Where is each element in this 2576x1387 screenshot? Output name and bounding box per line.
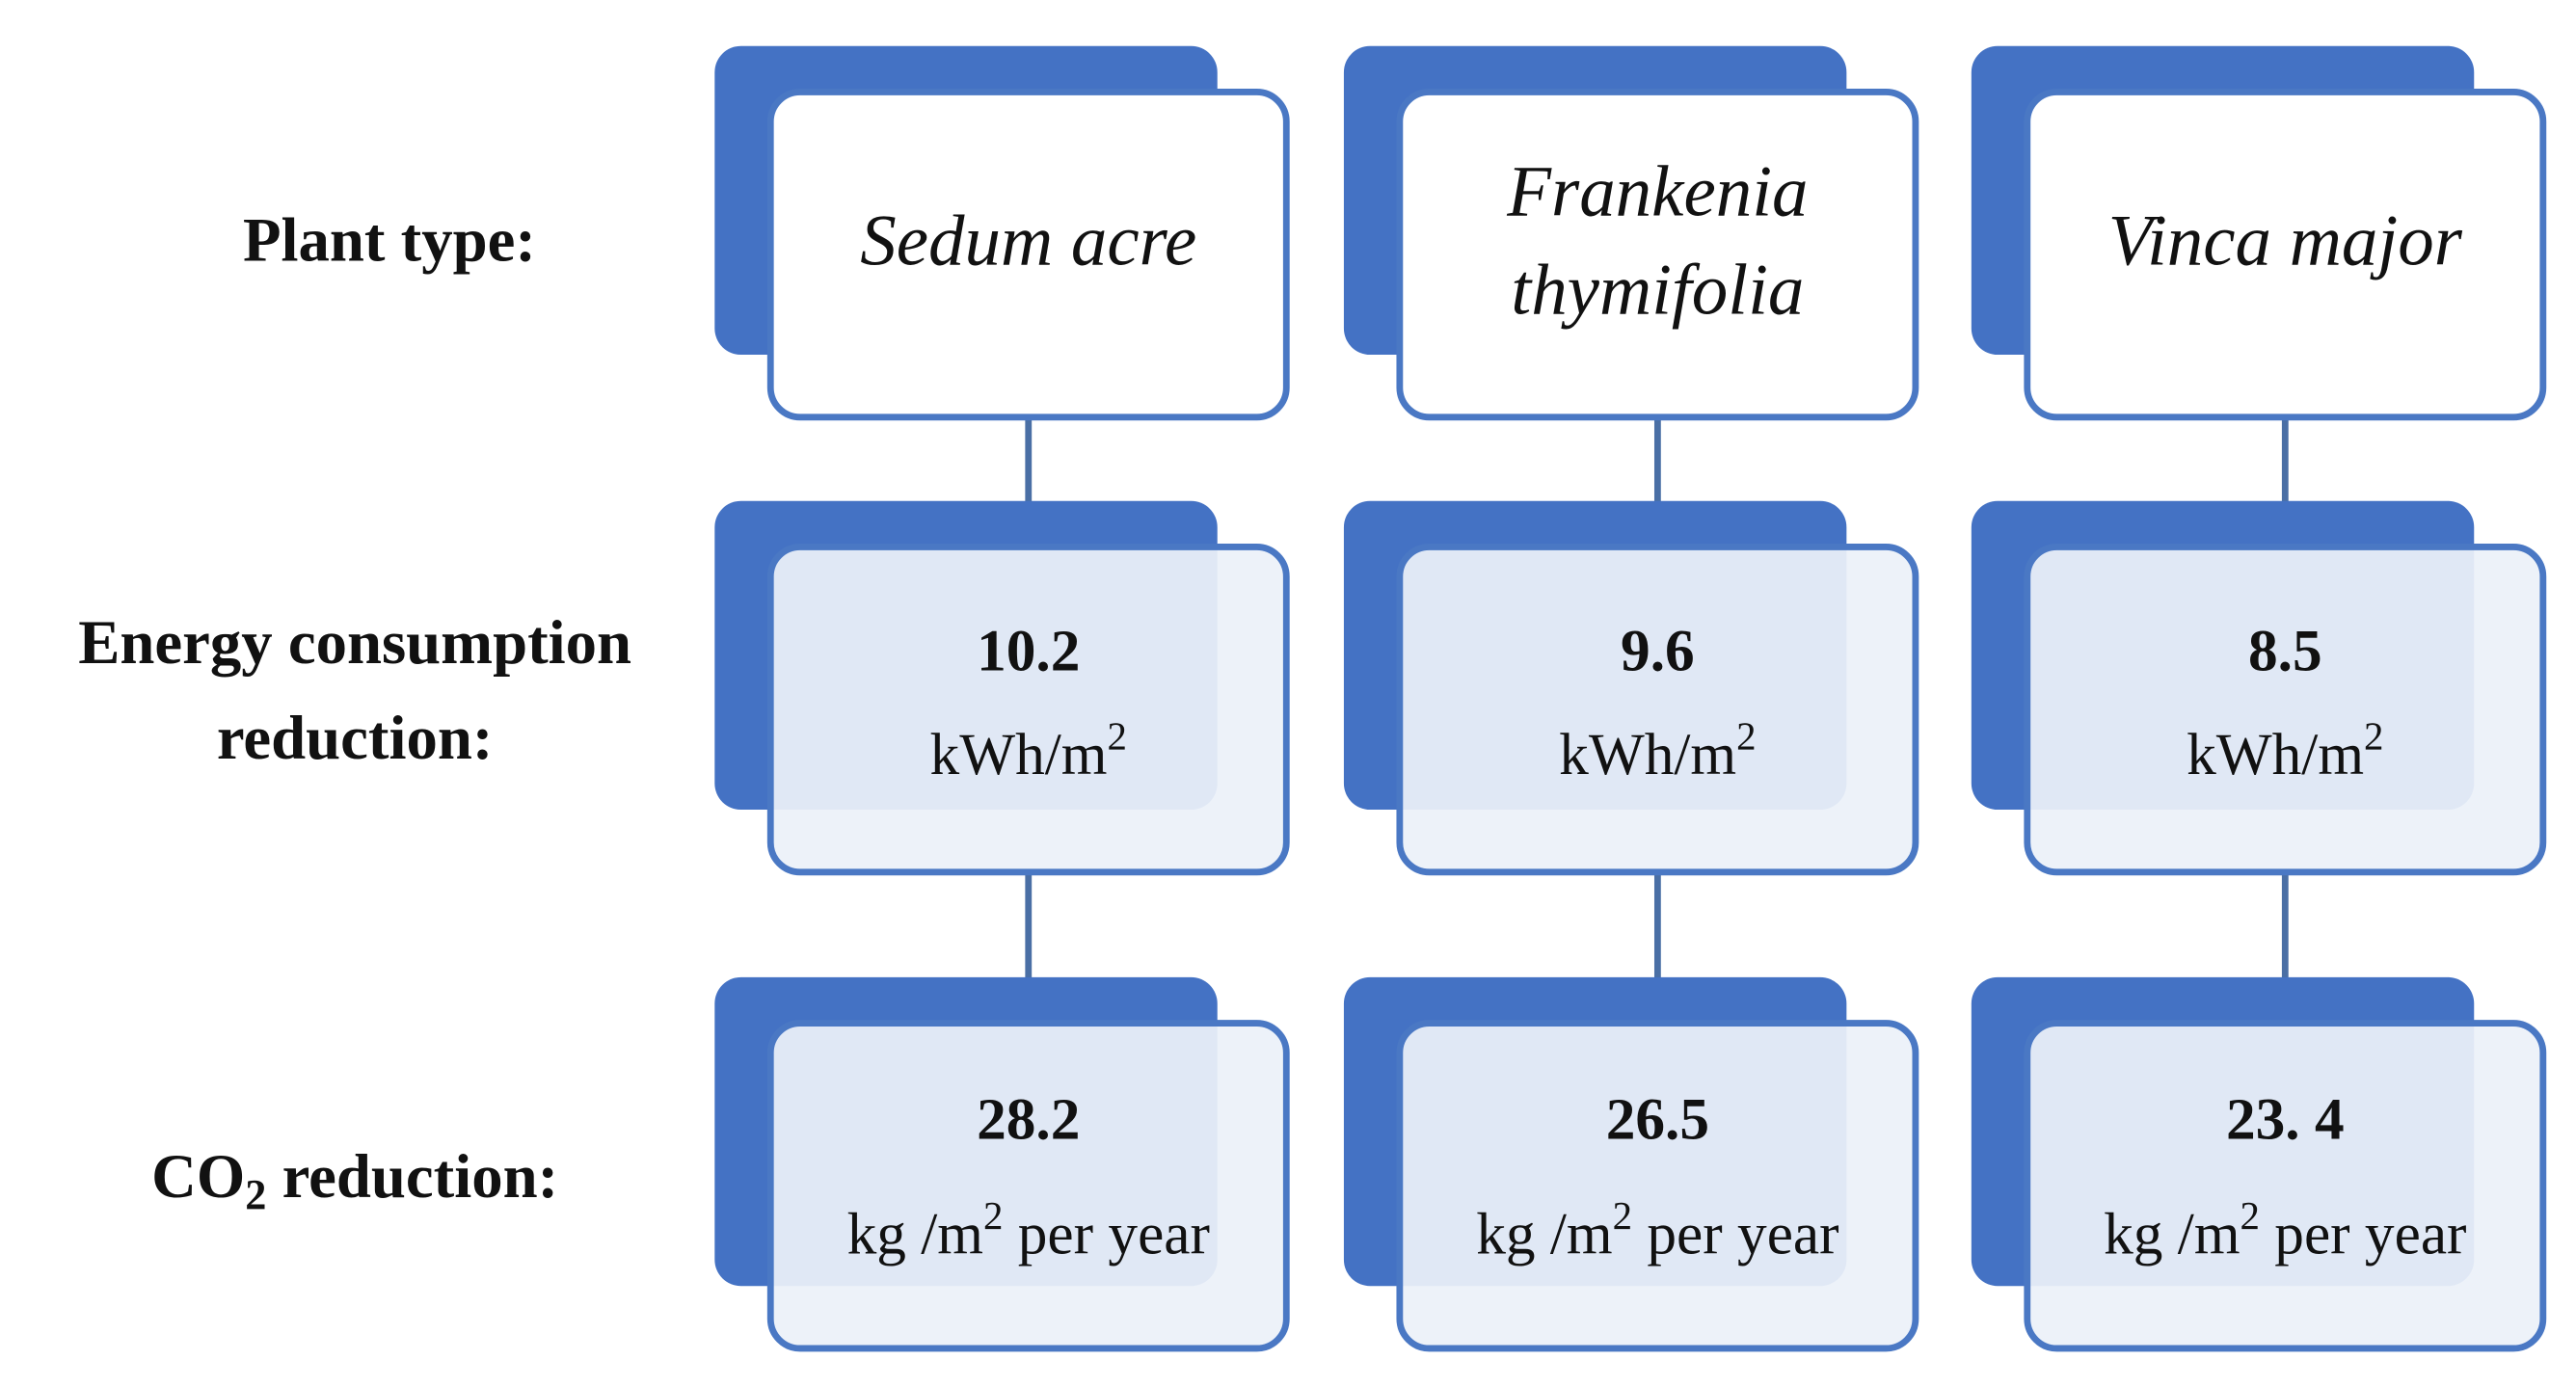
unit-part: per year (1003, 1202, 1210, 1267)
card-front (1396, 89, 1919, 421)
card-front (2024, 89, 2547, 421)
row-label: Plant type: (243, 205, 536, 275)
row-label-sub: 2 (245, 1171, 266, 1218)
unit-sup: 2 (983, 1194, 1003, 1238)
co2-value: 23. 4 (2226, 1086, 2345, 1152)
card-front (766, 89, 1290, 421)
unit-part: per year (2260, 1202, 2467, 1267)
card-front (1396, 1020, 1919, 1352)
row-label: Energy consumption (78, 608, 631, 678)
unit-sup: 2 (1108, 715, 1127, 759)
energy-unit: kWh/m2 (930, 715, 1127, 787)
card-front (1396, 544, 1919, 876)
plant-name: Frankenia (1506, 151, 1808, 231)
co2-unit: kg /m2 per year (2104, 1194, 2466, 1267)
card-front (2024, 1020, 2547, 1352)
card-front (2024, 544, 2547, 876)
energy-value: 10.2 (977, 619, 1080, 684)
row-label-part: CO (151, 1142, 245, 1212)
plant-name: Vinca major (2108, 201, 2463, 281)
energy-value: 8.5 (2248, 619, 2322, 684)
unit-part: kWh/m (1559, 722, 1736, 787)
card-front (766, 1020, 1290, 1352)
plant-name: thymifolia (1511, 251, 1804, 331)
energy-unit: kWh/m2 (2187, 715, 2383, 787)
co2-value: 28.2 (977, 1086, 1080, 1152)
row-label-part: reduction: (266, 1142, 558, 1212)
row-label: CO2 reduction: (151, 1142, 558, 1218)
co2-unit: kg /m2 per year (847, 1194, 1210, 1267)
unit-sup: 2 (1613, 1194, 1632, 1238)
co2-value: 26.5 (1606, 1086, 1709, 1152)
energy-value: 9.6 (1621, 619, 1695, 684)
unit-part: per year (1632, 1202, 1839, 1267)
unit-part: kg /m (2104, 1202, 2240, 1267)
co2-unit: kg /m2 per year (1476, 1194, 1838, 1267)
card-front (766, 544, 1290, 876)
unit-part: kWh/m (2187, 722, 2364, 787)
unit-part: kWh/m (930, 722, 1108, 787)
unit-sup: 2 (1736, 715, 1756, 759)
unit-sup: 2 (2241, 1194, 2260, 1238)
unit-part: kg /m (847, 1202, 983, 1267)
unit-sup: 2 (2364, 715, 2383, 759)
energy-unit: kWh/m2 (1559, 715, 1756, 787)
row-label: reduction: (217, 704, 494, 773)
plant-name: Sedum acre (860, 201, 1196, 281)
unit-part: kg /m (1476, 1202, 1612, 1267)
